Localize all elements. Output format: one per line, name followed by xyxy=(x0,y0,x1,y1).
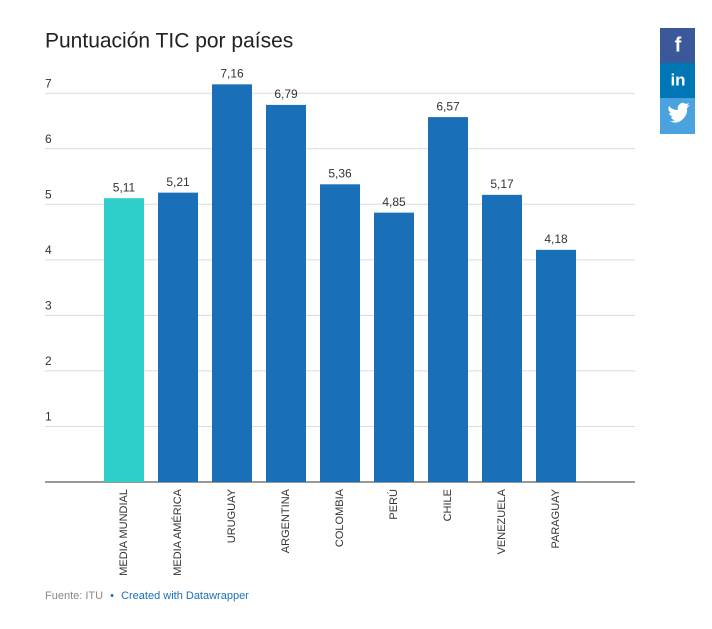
x-tick-label: MEDIA AMÉRICA xyxy=(171,488,184,575)
x-tick-label: CHILE xyxy=(442,489,454,521)
y-tick-label: 7 xyxy=(45,76,52,90)
y-tick-label: 4 xyxy=(45,243,52,257)
x-tick-label: PERÚ xyxy=(387,489,400,520)
facebook-button[interactable] xyxy=(660,28,695,63)
bar xyxy=(428,117,468,483)
x-tick-label: ARGENTINA xyxy=(280,488,292,553)
x-tick-label: MEDIA MUNDIAL xyxy=(118,489,130,576)
x-tick-label: COLOMBIA xyxy=(334,488,346,547)
value-label: 6,79 xyxy=(274,87,298,101)
y-tick-label: 6 xyxy=(45,132,52,146)
value-label: 7,16 xyxy=(220,67,244,81)
y-tick-label: 5 xyxy=(45,187,52,201)
x-tick-label: URUGUAY xyxy=(226,488,238,543)
y-tick-label: 3 xyxy=(45,299,52,313)
bar xyxy=(104,198,144,482)
chart-title: Puntuación TIC por países xyxy=(45,30,293,53)
value-label: 5,36 xyxy=(328,166,352,180)
value-label: 4,18 xyxy=(544,232,568,246)
bar xyxy=(266,104,306,482)
value-label: 5,21 xyxy=(166,175,190,189)
source: Fuente: ITU xyxy=(45,590,103,602)
credit-link[interactable]: Created with Datawrapper xyxy=(121,590,249,602)
bar xyxy=(158,192,198,482)
linkedin-icon[interactable]: in xyxy=(670,70,685,89)
x-tick-label: VENEZUELA xyxy=(496,488,508,554)
plot: 1 2 3 4 5 6 7 5,11 MEDIA MUNDIAL 5,21 MEDIA AMÉRIC… xyxy=(45,67,635,576)
bar xyxy=(536,249,576,482)
value-label: 6,57 xyxy=(436,99,460,113)
share-facebook[interactable]: f xyxy=(660,28,695,63)
twitter-icon[interactable] xyxy=(668,102,690,123)
y-tick-label: 1 xyxy=(45,410,52,424)
bar xyxy=(482,194,522,482)
bar xyxy=(374,212,414,483)
share-twitter[interactable] xyxy=(660,98,695,134)
facebook-icon[interactable]: f xyxy=(675,34,682,56)
value-label: 5,11 xyxy=(113,180,136,194)
value-label: 5,17 xyxy=(490,177,514,191)
bar xyxy=(320,184,360,482)
separator: • xyxy=(110,590,114,602)
linkedin-button[interactable] xyxy=(660,63,695,98)
x-tick-label: PARAGUAY xyxy=(550,488,562,548)
share-linkedin[interactable]: in xyxy=(660,63,695,98)
bar xyxy=(212,84,252,483)
footer: Fuente: ITU • Created with Datawrapper xyxy=(45,590,249,602)
value-label: 4,85 xyxy=(382,195,406,209)
y-tick-label: 2 xyxy=(45,354,52,368)
